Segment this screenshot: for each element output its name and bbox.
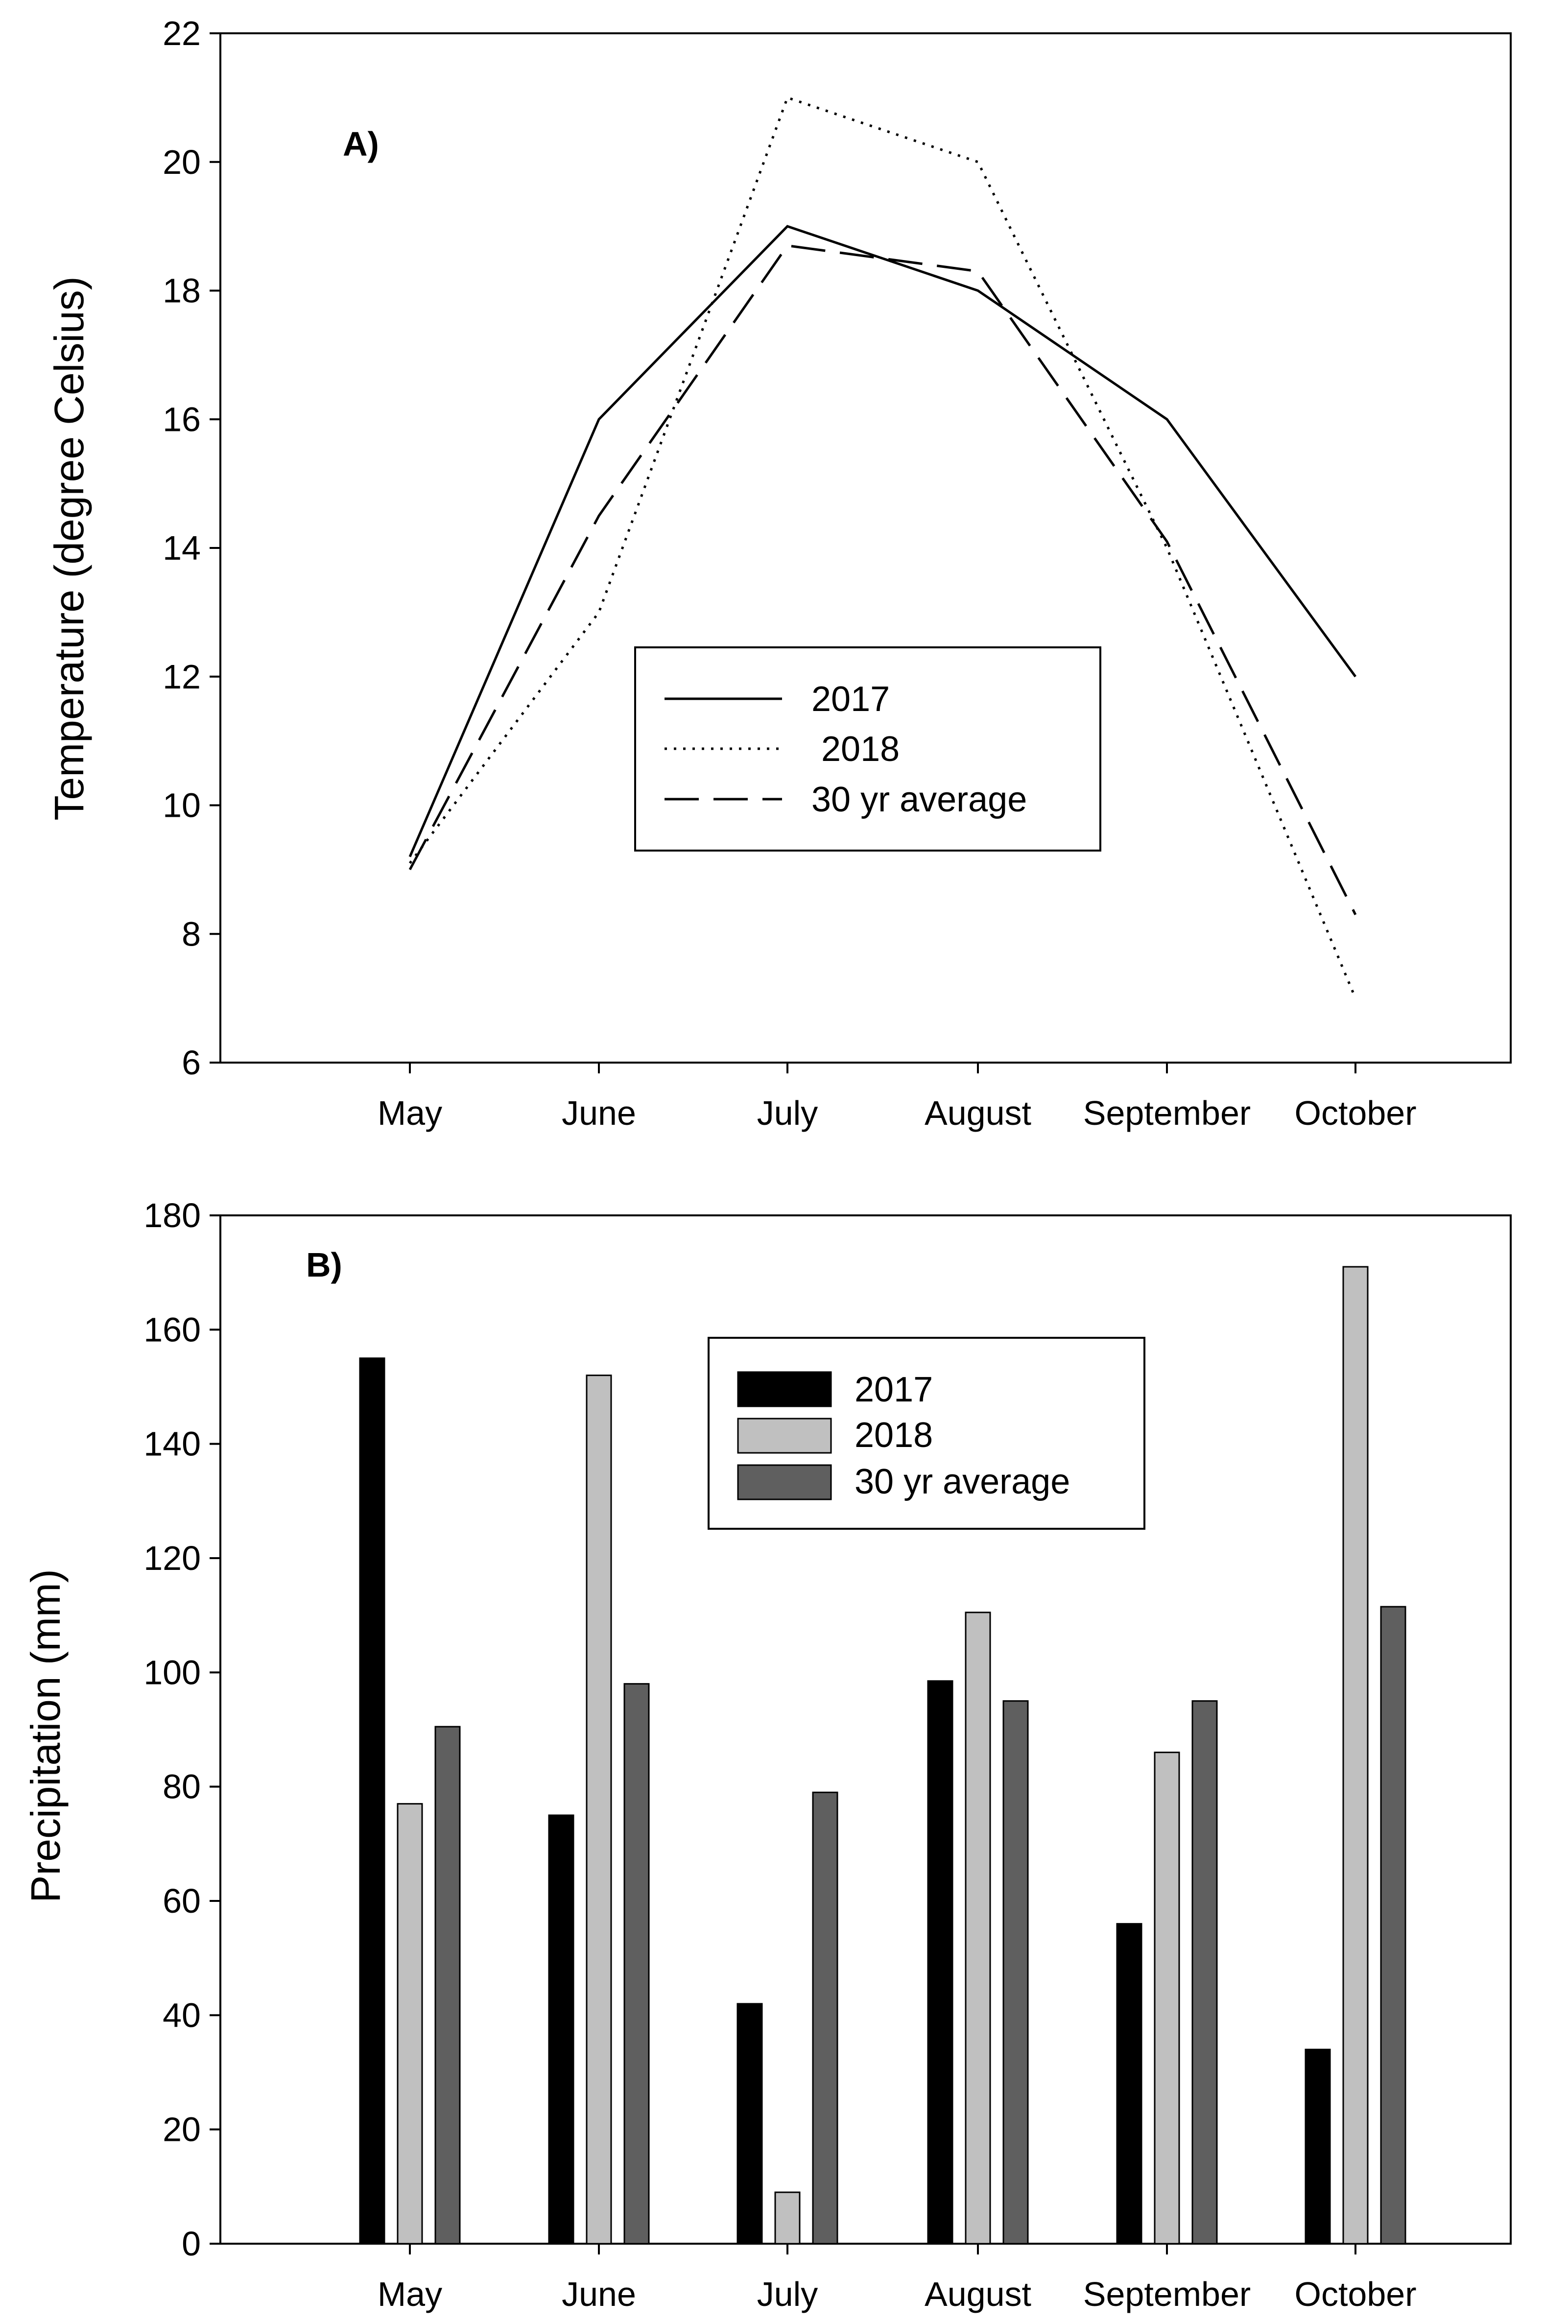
- legend-label-2018: 2018: [811, 730, 900, 769]
- y-axis-ticks: 6 8 10 12 14 16 18 20 22: [163, 14, 220, 1082]
- x-tick-label: June: [562, 2275, 636, 2313]
- y-tick-label: 16: [163, 400, 201, 438]
- y-tick-label: 6: [182, 1043, 201, 1082]
- y-tick-label: 80: [163, 1768, 201, 1806]
- bar-30-yr-average-june: [623, 1683, 650, 2245]
- precipitation-chart: B) Precipitation (mm) 0 20 40 60 80 100 120 140…: [23, 1196, 1512, 2313]
- y-axis-label: Precipitation (mm): [23, 1569, 69, 1902]
- x-tick-label: August: [925, 2275, 1031, 2313]
- y-tick-label: 8: [182, 915, 201, 953]
- plot-frame: [219, 1214, 1512, 2245]
- y-tick-label: 160: [143, 1310, 201, 1349]
- series-line-30-yr-average: [408, 244, 1357, 915]
- y-tick-label: 12: [163, 658, 201, 696]
- y-axis-ticks: 0 20 40 60 80 100 120 140 160 180: [143, 1196, 220, 2263]
- legend-label-30yr: 30 yr average: [855, 1462, 1070, 1501]
- y-axis-label: Temperature (degree Celsius): [46, 276, 92, 820]
- legend-label-2017: 2017: [811, 680, 890, 719]
- y-tick-label: 20: [163, 143, 201, 181]
- legend-label-30yr: 30 yr average: [811, 780, 1027, 819]
- plot-frame: [219, 32, 1512, 1064]
- x-tick-label: July: [757, 2275, 818, 2313]
- legend-label-2017: 2017: [855, 1370, 933, 1409]
- y-tick-label: 18: [163, 272, 201, 310]
- legend-label-2018: 2018: [855, 1416, 933, 1455]
- bar-2017-august: [927, 1680, 953, 2245]
- y-tick-label: 0: [182, 2225, 201, 2263]
- x-tick-label: June: [562, 1094, 636, 1132]
- y-tick-label: 180: [143, 1196, 201, 1234]
- bar-2017-may: [359, 1357, 385, 2245]
- bar-2018-july: [774, 2191, 801, 2245]
- legend-swatch-2018: [737, 1418, 832, 1454]
- legend: 2017 2018 30 yr average: [634, 646, 1101, 852]
- y-tick-label: 40: [163, 1996, 201, 2034]
- bar-2018-august: [965, 1612, 991, 2245]
- bar-2017-june: [548, 1814, 574, 2245]
- legend-swatch-2017: [737, 1371, 832, 1407]
- bar-2018-may: [397, 1803, 423, 2245]
- y-tick-label: 60: [163, 1882, 201, 1920]
- x-tick-label: October: [1295, 1094, 1417, 1132]
- y-tick-label: 120: [143, 1539, 201, 1577]
- y-tick-label: 100: [143, 1653, 201, 1691]
- y-tick-label: 20: [163, 2111, 201, 2149]
- bar-2018-september: [1154, 1752, 1180, 2245]
- bar-2018-june: [586, 1375, 612, 2245]
- series-line-2018: [409, 96, 1357, 999]
- x-tick-label: September: [1083, 1094, 1251, 1132]
- x-tick-label: May: [378, 1094, 442, 1132]
- legend: 2017 2018 30 yr average: [708, 1337, 1145, 1530]
- x-axis-ticks: May June July August September October: [378, 1063, 1417, 1132]
- temperature-chart: A) Temperature (degree Celsius) 6 8 10 12 14…: [46, 14, 1512, 1132]
- x-tick-label: May: [378, 2275, 442, 2313]
- bar-30-yr-average-may: [434, 1726, 461, 2245]
- panel-label: B): [306, 1246, 342, 1284]
- bar-2018-october: [1342, 1266, 1369, 2245]
- bar-2017-october: [1305, 2048, 1331, 2245]
- bar-30-yr-average-september: [1191, 1700, 1218, 2245]
- series-bars: [359, 1266, 1406, 2245]
- x-axis-ticks: May June July August September October: [378, 2244, 1417, 2313]
- series-lines: [408, 96, 1357, 999]
- y-tick-label: 140: [143, 1425, 201, 1463]
- x-tick-label: August: [925, 1094, 1031, 1132]
- legend-swatch-30yr: [737, 1464, 832, 1500]
- series-line-2017: [408, 225, 1357, 857]
- x-tick-label: September: [1083, 2275, 1251, 2313]
- bar-30-yr-average-july: [812, 1791, 838, 2245]
- x-tick-label: October: [1295, 2275, 1417, 2313]
- y-tick-label: 14: [163, 529, 201, 567]
- x-tick-label: July: [757, 1094, 818, 1132]
- bar-2017-july: [736, 2003, 763, 2245]
- y-tick-label: 22: [163, 14, 201, 52]
- bar-30-yr-average-august: [1002, 1700, 1029, 2245]
- bar-2017-september: [1116, 1923, 1142, 2245]
- y-tick-label: 10: [163, 786, 201, 825]
- panel-label: A): [343, 125, 379, 163]
- bar-30-yr-average-october: [1380, 1606, 1406, 2245]
